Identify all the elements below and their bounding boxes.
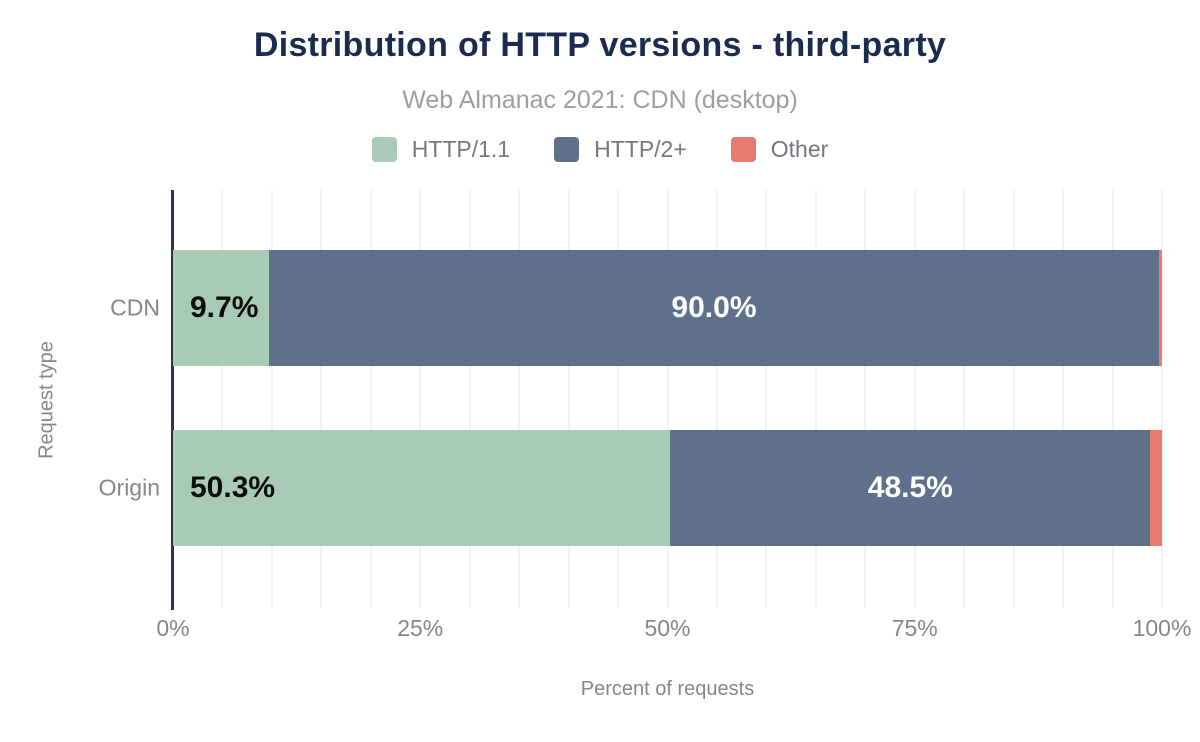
legend-item-2: Other (730, 136, 829, 163)
gridline (913, 190, 916, 608)
gridline (864, 190, 867, 608)
bar-segment-cdn-1[interactable] (268, 250, 1160, 366)
x-tick-label: 25% (397, 615, 444, 641)
gridline (1111, 190, 1114, 608)
bar-segment-cdn-2[interactable] (1159, 250, 1162, 366)
gridline (617, 190, 620, 608)
x-tick-label: 0% (156, 615, 190, 641)
gridline (518, 190, 521, 608)
gridline (1012, 190, 1015, 608)
legend-swatch-icon (554, 137, 580, 162)
category-label-cdn: CDN (110, 294, 160, 321)
bar-value-label: 9.7% (190, 291, 259, 324)
category-label-origin: Origin (98, 474, 160, 501)
legend: HTTP/1.1 HTTP/2+ Other (0, 136, 1200, 163)
gridline (221, 190, 224, 608)
bar-segment-origin-0[interactable] (173, 430, 671, 546)
gridline (765, 190, 768, 608)
legend-label: HTTP/2+ (594, 136, 687, 162)
gridline (963, 190, 966, 608)
legend-item-1: HTTP/2+ (554, 136, 687, 163)
legend-label: Other (770, 136, 829, 162)
plot-area: 9.7% 90.0% 50.3% 48.5% (173, 190, 1163, 608)
bar-value-label: 48.5% (867, 471, 953, 504)
chart-subtitle: Web Almanac 2021: CDN (desktop) (402, 86, 798, 114)
bar-segment-cdn-0[interactable] (173, 250, 269, 366)
x-tick-label: 50% (644, 615, 691, 641)
y-axis-title: Request type (35, 341, 58, 459)
x-tick-label: 100% (1132, 615, 1192, 641)
legend-label: HTTP/1.1 (411, 136, 511, 162)
bar-segment-origin-1[interactable] (670, 430, 1151, 546)
gridline (666, 190, 669, 608)
x-tick-label: 75% (891, 615, 938, 641)
bar-segment-origin-2[interactable] (1150, 430, 1162, 546)
y-axis-line (171, 190, 174, 610)
legend-item-0: HTTP/1.1 (371, 136, 511, 163)
gridline (320, 190, 323, 608)
x-axis-title: Percent of requests (580, 678, 755, 700)
gridline (1062, 190, 1065, 608)
gridline (369, 190, 372, 608)
gridline (814, 190, 817, 608)
gridline (419, 190, 422, 608)
legend-swatch-icon (371, 137, 397, 162)
gridline (715, 190, 718, 608)
gridline (1161, 190, 1163, 608)
gridline (270, 190, 273, 608)
bar-value-label: 90.0% (671, 291, 757, 324)
bar-value-label: 50.3% (190, 471, 276, 504)
gridline (468, 190, 471, 608)
chart-title: Distribution of HTTP versions - third-pa… (253, 26, 947, 64)
gridline (567, 190, 570, 608)
legend-swatch-icon (730, 137, 756, 162)
